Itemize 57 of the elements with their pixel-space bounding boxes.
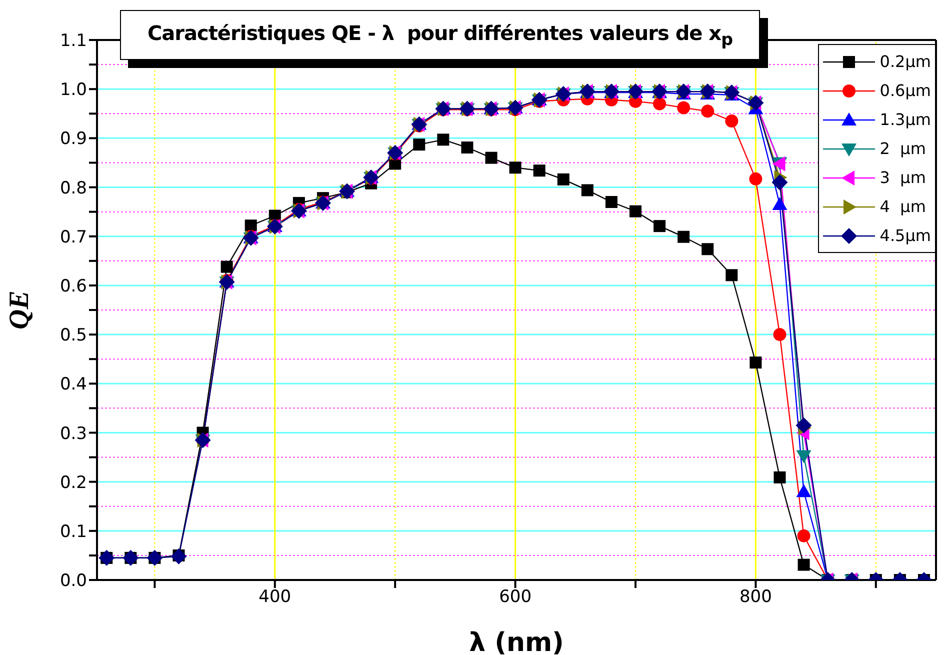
- y-tick-label: 0.7: [60, 227, 87, 248]
- point: [220, 260, 233, 273]
- point: [750, 356, 762, 369]
- text: 0.0: [60, 571, 87, 592]
- point: [485, 152, 498, 164]
- point: [773, 328, 786, 342]
- text: 1.0: [60, 80, 87, 100]
- y-tick-label: 1.1: [60, 31, 87, 52]
- y-tick-label: 0.8: [60, 178, 87, 198]
- point: [533, 164, 546, 177]
- legend-label: 0.6µm: [880, 81, 931, 100]
- point: [796, 484, 812, 498]
- point: [653, 97, 666, 110]
- point: [557, 173, 570, 186]
- point: [509, 162, 522, 174]
- legend-label: 2 µm: [880, 139, 926, 158]
- point: [678, 230, 690, 243]
- point: [725, 114, 738, 128]
- point: [654, 220, 666, 232]
- y-tick-label: 0.1: [60, 522, 87, 542]
- point: [605, 196, 618, 208]
- point: [701, 104, 714, 118]
- y-tick-label: 0.3: [60, 424, 87, 444]
- point: [702, 243, 714, 256]
- x-tick-label: 400: [258, 587, 292, 608]
- point: [798, 558, 810, 571]
- y-tick-label: 0.2: [60, 472, 87, 493]
- point: [796, 450, 812, 464]
- chart-title: Caractéristiques QE - λ pour différentes valeurs de x$_{p}$: [147, 21, 733, 49]
- point: [797, 529, 810, 542]
- legend-label: 4 µm: [880, 197, 926, 216]
- y-axis-title: QE: [4, 290, 35, 330]
- point: [413, 138, 426, 151]
- y-tick-label: 0.9: [60, 129, 87, 150]
- legend-label: 4.5µm: [880, 226, 931, 245]
- x-tick-label: 600: [499, 587, 532, 608]
- x-axis-title: λ (nm): [469, 628, 564, 655]
- y-tick-label: 0.4: [60, 374, 87, 395]
- point: [170, 548, 187, 564]
- point: [772, 174, 788, 190]
- legend-label: 1.3µm: [880, 110, 931, 129]
- legend-label: 3 µm: [880, 168, 926, 187]
- point: [774, 471, 786, 484]
- point: [677, 101, 690, 114]
- x-tick-label: 800: [739, 587, 772, 608]
- point: [244, 220, 257, 232]
- point: [437, 134, 450, 146]
- point: [796, 417, 812, 434]
- legend-label: 0.2µm: [880, 52, 931, 71]
- point: [461, 142, 474, 154]
- y-tick-label: 0.6: [60, 276, 87, 296]
- point: [749, 172, 762, 186]
- point: [726, 269, 738, 282]
- y-tick-label: 0.5: [60, 326, 87, 346]
- point: [630, 205, 642, 218]
- point: [772, 196, 788, 210]
- point: [581, 184, 594, 196]
